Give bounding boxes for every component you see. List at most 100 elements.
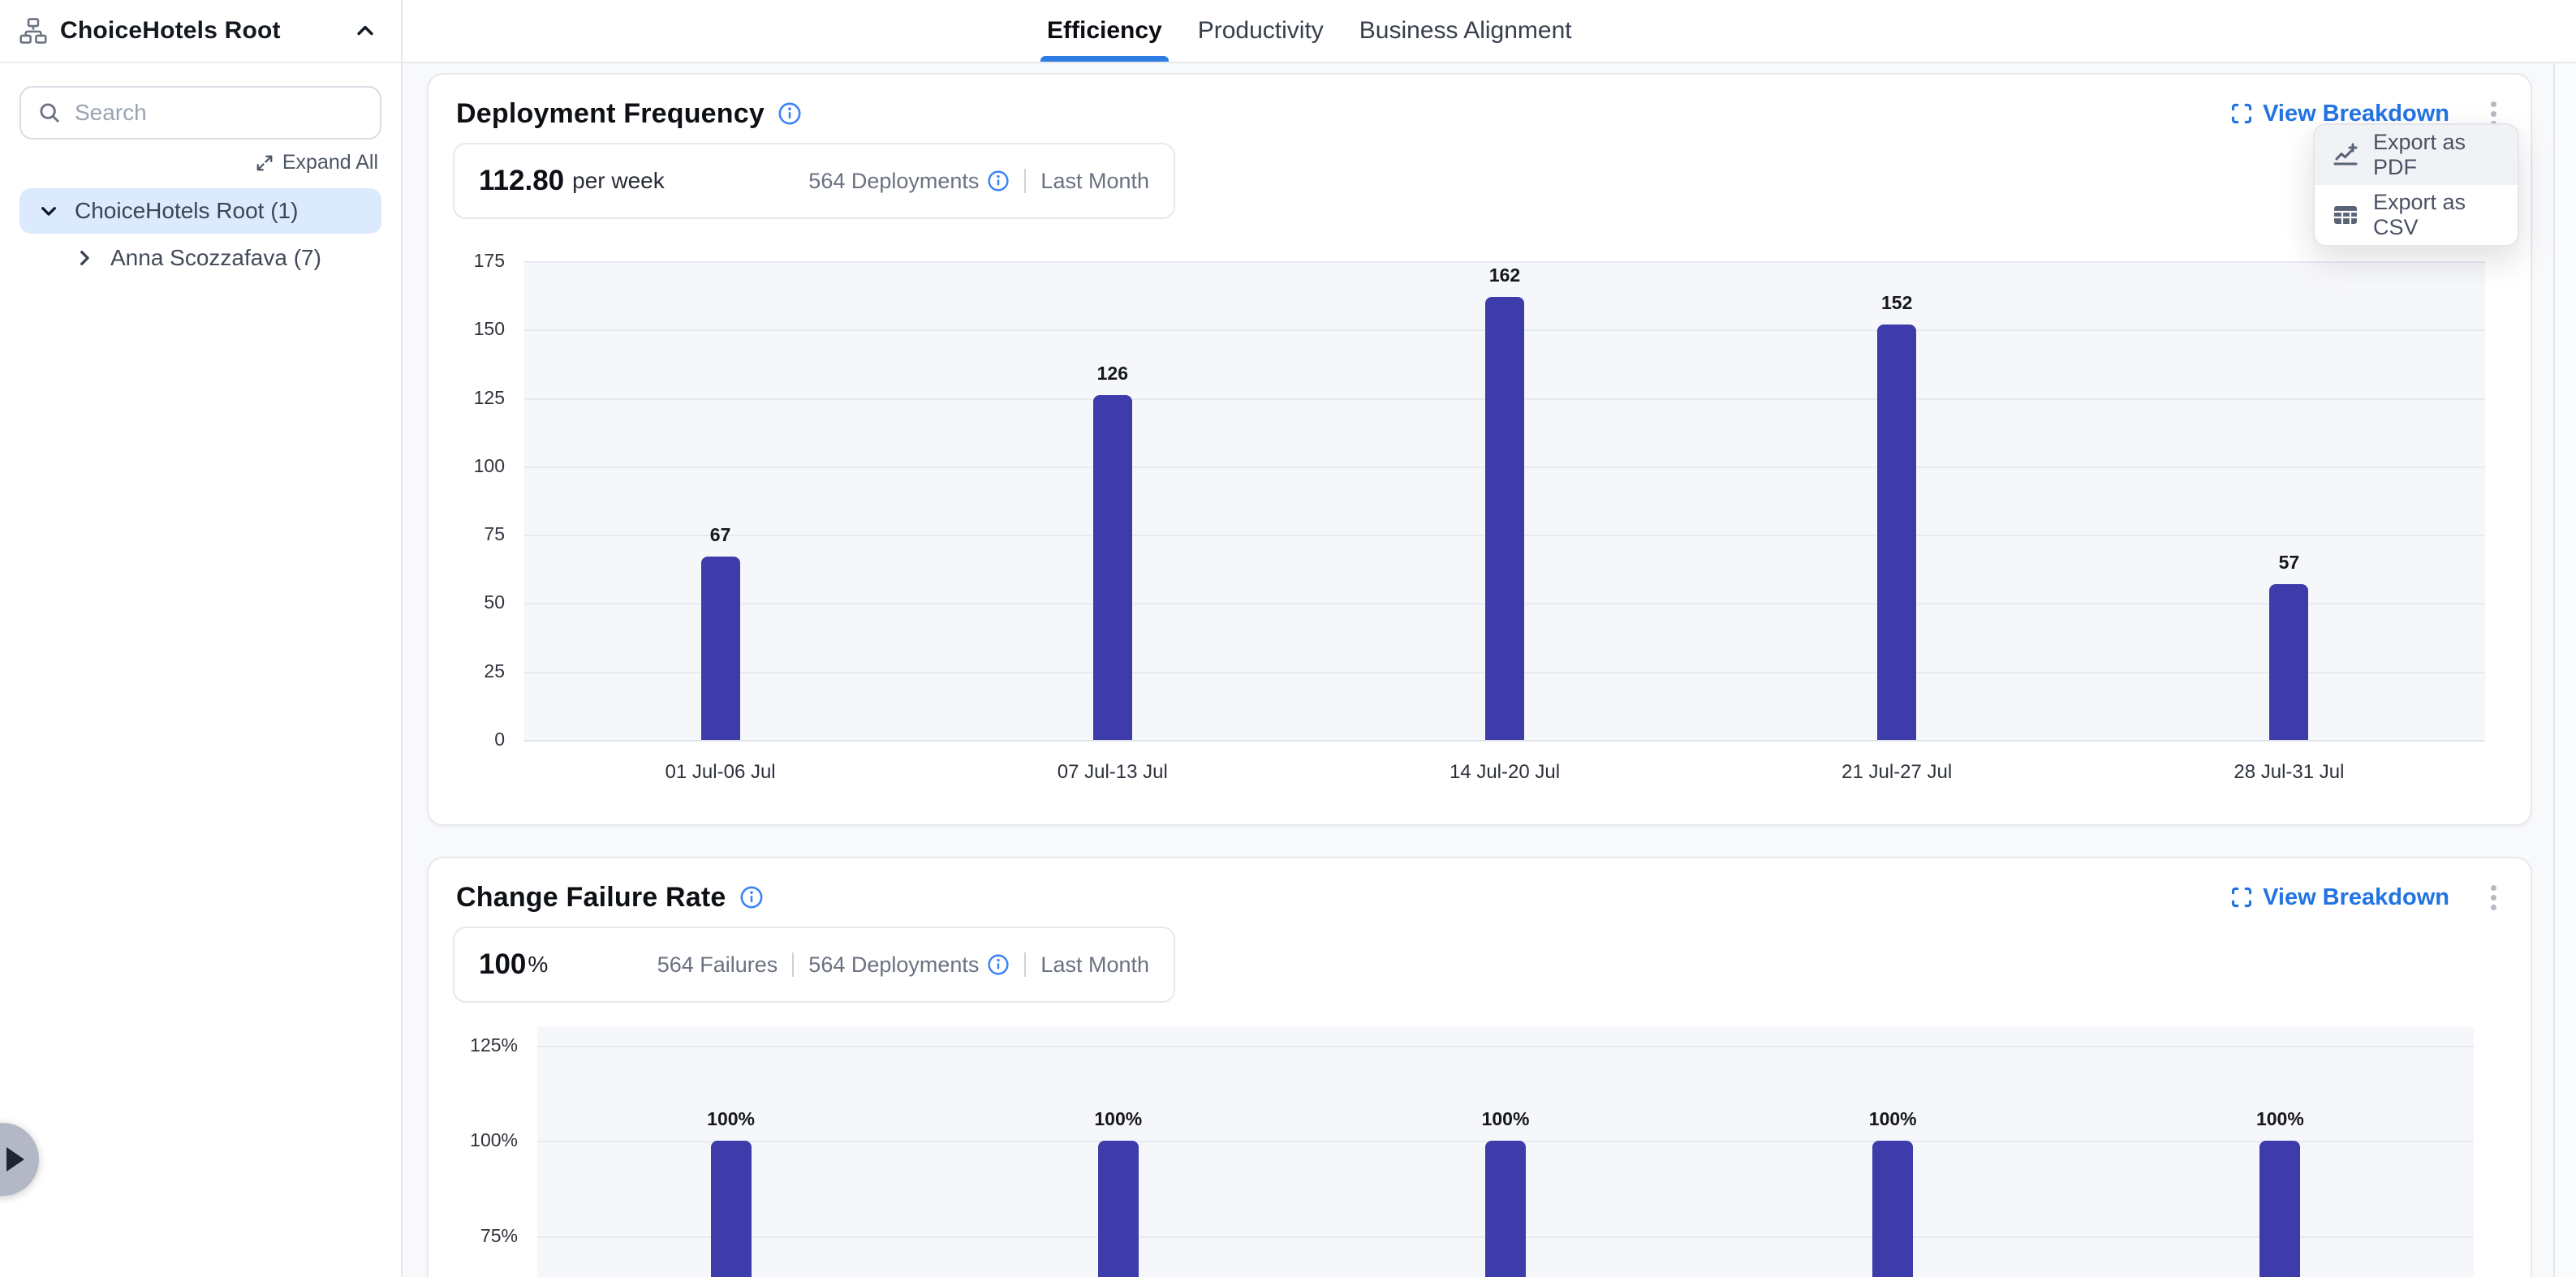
bar[interactable] [2259,1141,2301,1277]
sidebar-title: ChoiceHotels Root [60,17,281,44]
y-tick-label: 125 [473,386,505,408]
view-breakdown-label: View Breakdown [2263,100,2449,127]
sidebar: ChoiceHotels Root Expand All ChoiceHotel… [0,0,403,1277]
stat-meta-text: 564 Deployments [808,168,980,193]
separator [792,952,795,977]
stat-meta-text: 564 Deployments [808,952,980,977]
y-tick-label: 100 [473,454,505,476]
card-title: Change Failure Rate [456,881,726,913]
card-header: Change Failure Rate View Breakdown [456,879,2508,915]
bar[interactable] [1485,296,1524,740]
gridline [524,261,2485,263]
y-tick-label: 175 [473,250,505,271]
search-icon [40,103,59,123]
expand-all-label: Expand All [282,151,378,174]
content-area: Deployment Frequency View Breakdown 112.… [403,63,2576,1277]
view-breakdown-label: View Breakdown [2263,884,2449,910]
y-tick-label: 75% [480,1224,518,1246]
card-change-failure-rate: Change Failure Rate View Breakdown 100 %… [427,857,2532,1277]
sidebar-collapse-button[interactable] [349,15,381,47]
export-chart-icon [2333,142,2358,168]
bar[interactable] [710,1141,752,1277]
info-icon[interactable] [778,101,802,126]
menu-item-export-as-csv[interactable]: Export as CSV [2315,185,2518,245]
tab-productivity[interactable]: Productivity [1197,17,1324,44]
menu-item-label: Export as PDF [2373,130,2466,179]
stat-unit: per week [572,168,665,193]
search-box [19,86,381,140]
stat-value: 100 [479,948,527,980]
stat-meta-text: 564 Failures [657,952,778,977]
org-hierarchy-icon [19,17,47,45]
bar-value-label: 162 [1488,264,1521,286]
separator [1024,169,1027,193]
chevron-up-icon [357,25,373,36]
card-actions: View Breakdown [2230,96,2508,131]
stat-unit: % [528,952,549,977]
gridline [537,1045,2474,1047]
x-axis-label: 21 Jul-27 Jul [1842,761,1953,783]
stat-meta-text: Last Month [1040,168,1149,193]
y-tick-label: 25 [484,660,505,681]
bar-value-label: 67 [709,524,731,546]
expand-all-icon [256,155,273,170]
y-tick-label: 0 [494,729,505,750]
info-icon[interactable] [739,885,764,909]
y-tick-label: 75 [484,523,505,545]
bar[interactable] [1092,395,1132,740]
search-input[interactable] [75,100,364,126]
bar[interactable] [1877,324,1917,740]
expand-corners-icon [2231,887,2252,908]
export-table-icon [2333,202,2358,228]
menu-item-export-as-pdf[interactable]: Export as PDF [2315,125,2518,185]
x-axis-label: 01 Jul-06 Jul [665,761,776,783]
bar-value-label: 100% [1094,1108,1143,1129]
stat-value: 112.80 [479,165,565,196]
stat-meta: 564 Deployments Last Month [808,169,1149,194]
x-axis-label: 14 Jul-20 Jul [1449,761,1561,783]
bar[interactable] [2269,583,2309,740]
summary-stat-box: 100 % 564 Failures 564 Deployments Last Mo… [453,927,1175,1003]
stat-meta-text: Last Month [1040,952,1149,977]
view-breakdown-button[interactable]: View Breakdown [2230,884,2449,911]
bar-value-label: 100% [1481,1108,1530,1129]
bar-value-label: 100% [1868,1108,1917,1129]
tree-item-label: ChoiceHotels Root (1) [75,198,299,223]
tab-efficiency[interactable]: Efficiency [1040,0,1169,62]
gridline [524,740,2485,742]
tree-item-anna-scozzafava[interactable]: Anna Scozzafava (7) [19,235,381,281]
bar-value-label: 100% [707,1108,756,1129]
x-axis-label: 28 Jul-31 Jul [2234,761,2345,783]
bar[interactable] [1097,1141,1139,1277]
info-icon[interactable] [987,170,1010,192]
tree-item-choicehotels-root[interactable]: ChoiceHotels Root (1) [19,188,381,234]
kebab-menu-button[interactable] [2479,879,2508,915]
info-icon[interactable] [987,953,1010,976]
y-tick-label: 50 [484,591,505,613]
chevron-right-icon[interactable] [71,245,97,271]
bar-chart-plot: 67 126 162 152 57 [524,261,2485,742]
play-icon [6,1147,24,1172]
y-tick-label: 125% [470,1034,518,1056]
summary-stat-box: 112.80 per week 564 Deployments Last Mont… [453,143,1175,219]
export-dropdown-menu: Export as PDF Export as CSV [2313,123,2519,247]
bar[interactable] [700,557,740,740]
card-actions: View Breakdown [2230,879,2508,915]
sidebar-header: ChoiceHotels Root [0,0,401,63]
tab-business-alignment[interactable]: Business Alignment [1359,17,1572,44]
y-tick-label: 150 [473,318,505,340]
x-axis-label: 07 Jul-13 Jul [1057,761,1168,783]
bar[interactable] [1872,1141,1914,1277]
expand-all-button[interactable]: Expand All [255,151,378,174]
stat-meta: 564 Failures 564 Deployments Last Month [657,952,1149,978]
scrollbar-track[interactable] [2553,63,2576,1277]
tab-bar: Efficiency Productivity Business Alignment [403,0,2576,63]
menu-item-label: Export as CSV [2373,190,2466,239]
card-deployment-frequency: Deployment Frequency View Breakdown 112.… [427,73,2532,826]
card-header: Deployment Frequency View Breakdown [456,96,2508,131]
view-breakdown-button[interactable]: View Breakdown [2230,101,2449,127]
bar-value-label: 152 [1881,291,1913,313]
chevron-down-icon[interactable] [36,198,62,224]
bar[interactable] [1485,1141,1526,1277]
